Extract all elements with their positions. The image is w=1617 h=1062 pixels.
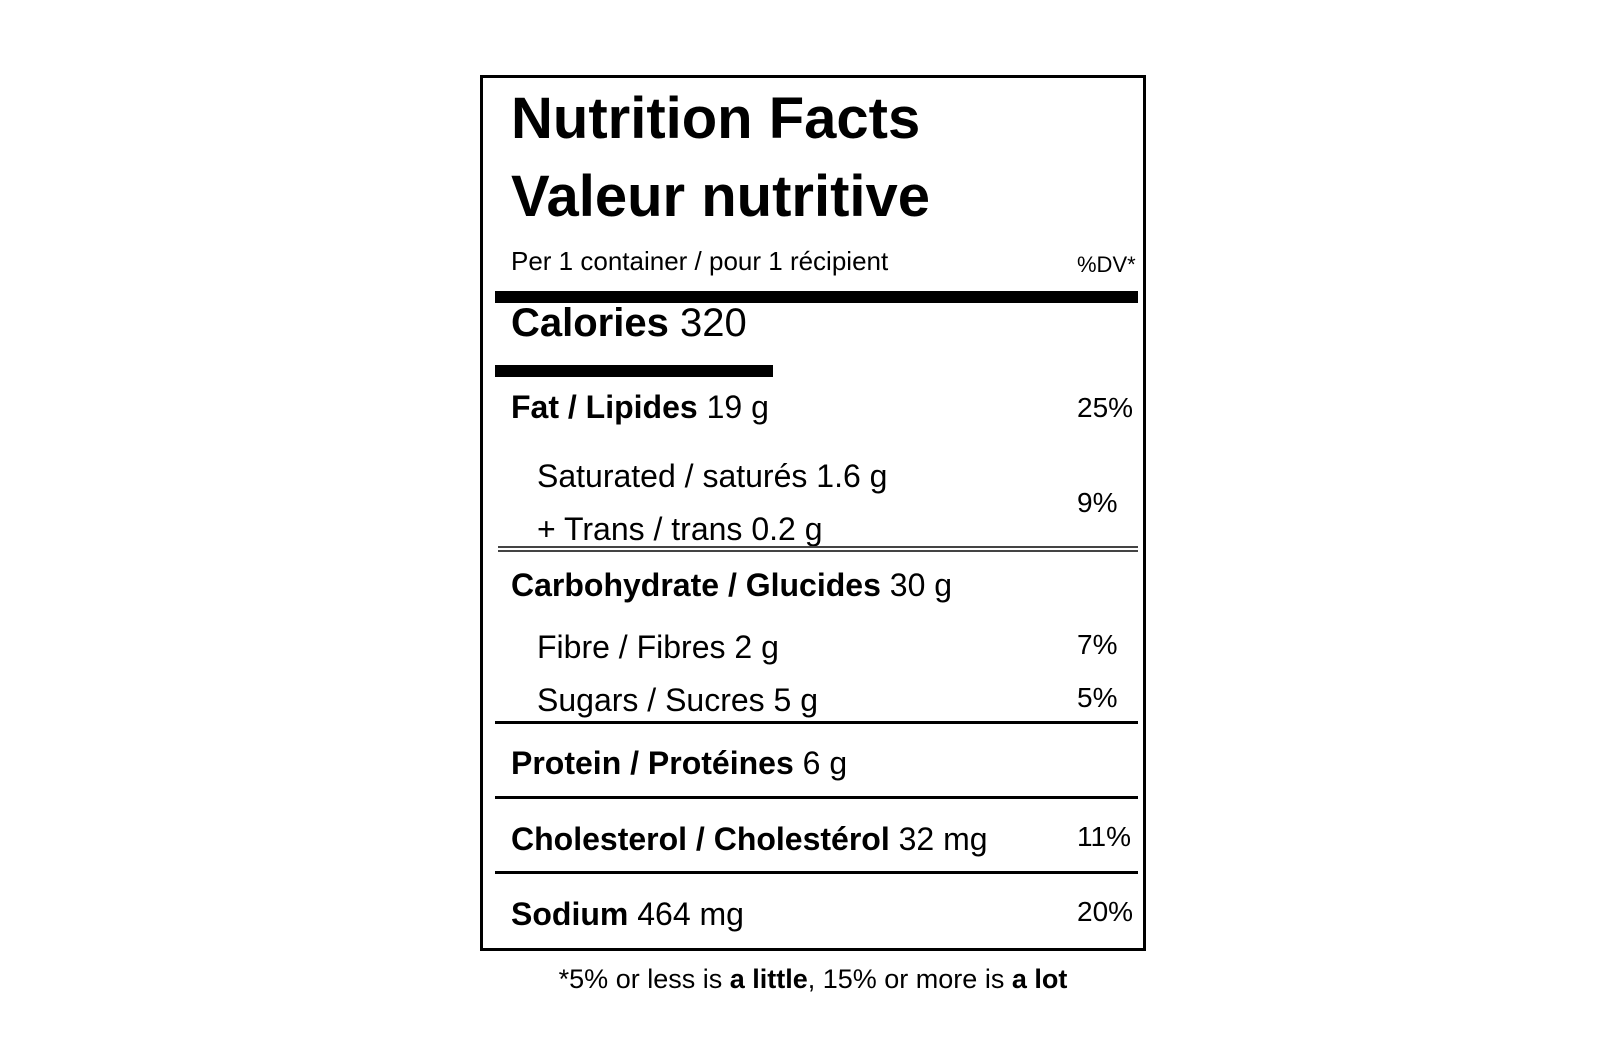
carbohydrate-row: Carbohydrate / Glucides 30 g: [511, 569, 952, 601]
nutrition-facts-table: Nutrition Facts Valeur nutritive Per 1 c…: [480, 75, 1146, 951]
rule: [495, 796, 1138, 799]
trans-row: + Trans / trans 0.2 g: [537, 511, 823, 547]
rule: [495, 871, 1138, 874]
rule: [495, 721, 1138, 724]
sugars-row: Sugars / Sucres 5 g: [537, 682, 819, 718]
title-english: Nutrition Facts: [511, 86, 921, 151]
sodium-dv: 20%: [1077, 896, 1134, 927]
title-french: Valeur nutritive: [511, 164, 931, 229]
fat-row: Fat / Lipides 19 g: [511, 391, 769, 423]
saturated-row: Saturated / saturés 1.6 g: [537, 458, 888, 494]
sodium-amount: 464 mg: [637, 896, 744, 932]
footnote-emphasis: a lot: [1011, 964, 1068, 994]
fat-dv: 25%: [1077, 392, 1134, 423]
daily-value-footnote: *5% or less is a little, 15% or more is …: [480, 964, 1146, 995]
footnote-text: *5% or less is: [558, 964, 730, 994]
fibre-dv: 7%: [1077, 629, 1118, 660]
double-rule: [498, 546, 1138, 552]
thick-rule: [495, 291, 1138, 303]
daily-value-header: %DV*: [1077, 252, 1136, 277]
cholesterol-amount: 32 mg: [898, 821, 988, 857]
cholesterol-dv: 11%: [1077, 821, 1131, 852]
cholesterol-label: Cholesterol / Cholestérol: [511, 821, 890, 857]
calories-rule: [495, 365, 773, 377]
cholesterol-row: Cholesterol / Cholestérol 32 mg: [511, 823, 988, 855]
saturated-trans-dv: 9%: [1077, 487, 1118, 518]
sodium-row: Sodium 464 mg: [511, 898, 744, 930]
carbohydrate-amount: 30 g: [889, 567, 953, 603]
serving-size: Per 1 container / pour 1 récipient: [511, 246, 889, 276]
protein-label: Protein / Protéines: [511, 745, 794, 781]
calories-value: 320: [679, 301, 747, 345]
footnote-emphasis: a little: [729, 964, 808, 994]
protein-amount: 6 g: [802, 745, 848, 781]
carbohydrate-label: Carbohydrate / Glucides: [511, 567, 881, 603]
footnote-text: , 15% or more is: [807, 964, 1012, 994]
sugars-dv: 5%: [1077, 682, 1118, 713]
protein-row: Protein / Protéines 6 g: [511, 747, 847, 779]
calories-label: Calories: [511, 301, 669, 345]
fat-label: Fat / Lipides: [511, 389, 698, 425]
fat-amount: 19 g: [706, 389, 769, 425]
fibre-row: Fibre / Fibres 2 g: [537, 629, 779, 665]
calories-row: Calories 320: [511, 303, 747, 343]
sodium-label: Sodium: [511, 896, 629, 932]
